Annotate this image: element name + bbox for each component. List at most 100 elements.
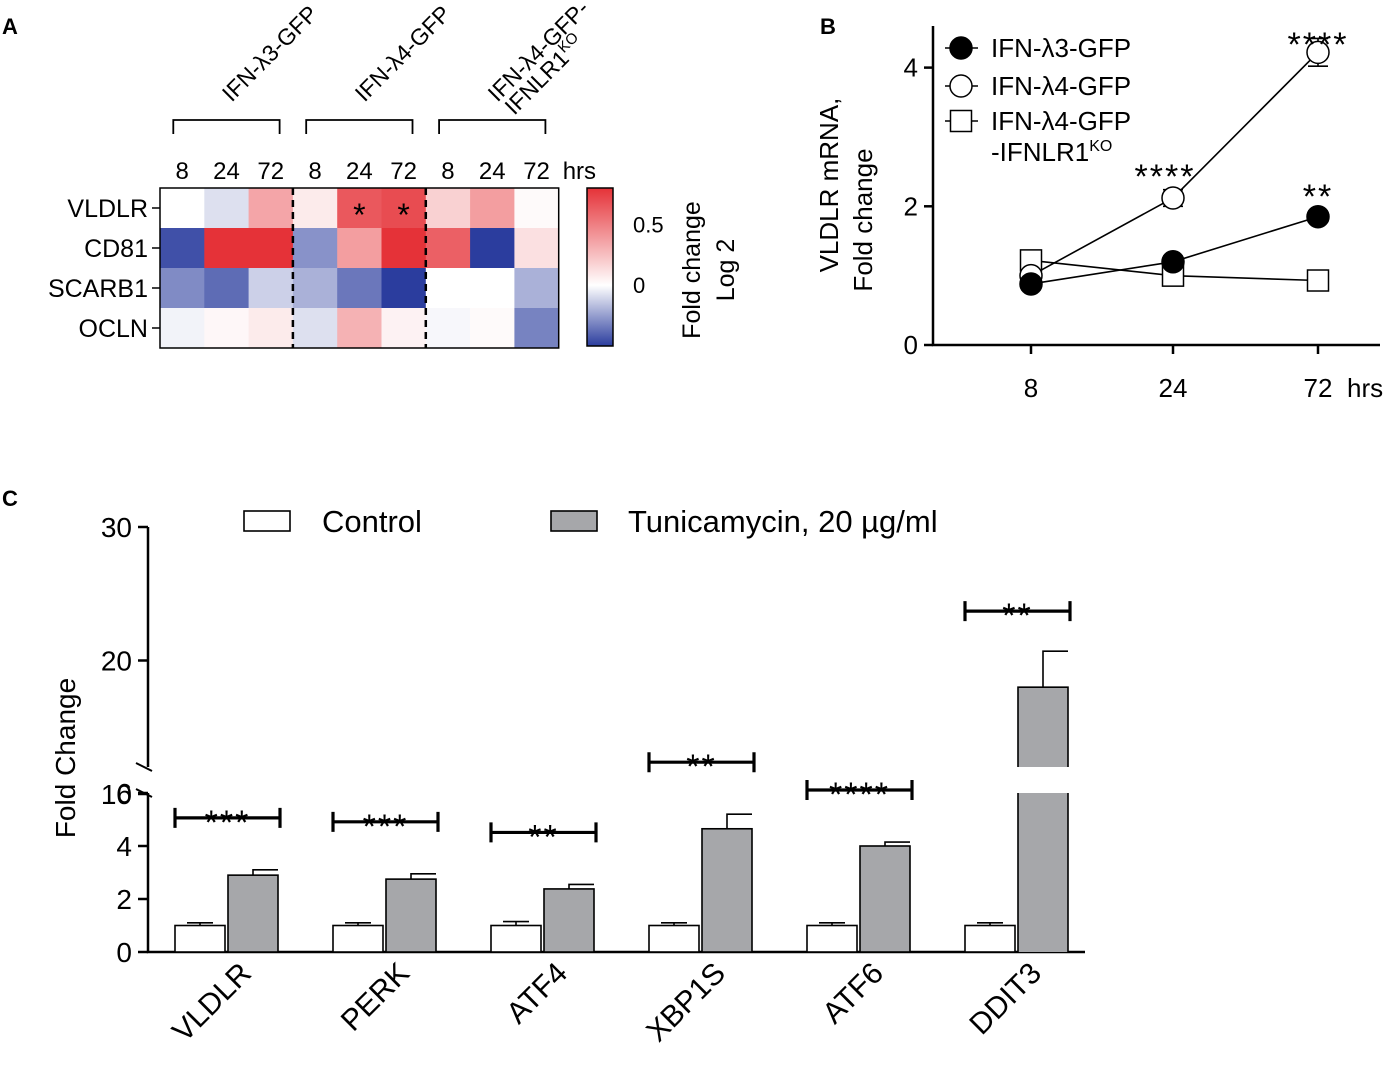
legend-label-line2: -IFNLR1KO [991,137,1112,167]
x-axis-tick-label: 24 [1159,373,1188,403]
y-axis-tick-label: 10 [101,779,132,810]
bar-treatment-upper [1018,687,1068,767]
y-axis-tick-label: 2 [116,884,132,915]
y-axis-tick-label: 20 [101,646,132,677]
heatmap-cell-r1-c4 [337,228,382,269]
heatmap-cell-r2-c8 [514,268,560,309]
heatmap-row-label: OCLN [79,315,148,343]
heatmap-cell-r0-c8 [514,188,560,229]
heatmap-col-label: 24 [479,158,506,185]
heatmap-cell-r3-c0 [160,308,205,349]
y-axis-tick-label: 0 [116,937,132,968]
legend-marker-filled-circle [949,36,973,60]
legend-label: IFN-λ4-GFP [991,71,1131,101]
y-axis-label-line2: Fold change [848,148,878,291]
bar-control [174,924,226,953]
heatmap-cell-r1-c7 [470,228,515,269]
heatmap-cell-r0-c3 [292,188,338,229]
significance-bracket [489,822,598,843]
significance-bracket [805,780,914,801]
significance-bracket [647,752,756,773]
y-axis-tick-label: 4 [904,53,918,83]
data-point-open-circle [1161,186,1185,210]
panel-letter-c: C [2,486,18,511]
x-axis-category-label: VLDLR [166,957,258,1049]
heatmap-cell-r1-c1 [204,228,250,269]
heatmap-cell-r3-c7 [470,308,515,349]
x-axis-unit: hrs [1347,373,1383,403]
legend-swatch-control [243,510,291,532]
heatmap-cell-r2-c4 [337,268,382,309]
heatmap-cell-r0-c5 [381,188,427,229]
heatmap-col-label: 72 [390,158,417,185]
significance-label: ** [528,818,558,856]
heatmap-cell-r2-c0 [160,268,205,309]
significance-label: **** [829,776,890,814]
heatmap-cell-r2-c6 [425,268,471,309]
heatmap-cell-r1-c2 [248,228,294,269]
legend-label-line2-text: -IFNLR1 [991,137,1089,167]
heatmap-cell-r2-c3 [292,268,338,309]
panel-letter-a: A [2,14,18,39]
legend-label-control: Control [322,504,422,539]
bar-chart-panel: 0 2 4 610 20 30 Fold Change *** VLDLR *** PERK ** AT… [50,504,1085,1048]
x-axis-category-label: ATF6 [816,957,890,1031]
significance-bracket [963,601,1072,622]
heatmap-col-unit: hrs [563,158,596,185]
heatmap-col-label: 72 [523,158,550,185]
y-axis-label-line1: VLDLR mRNA, [814,98,844,273]
significance-bracket [173,807,282,828]
heatmap-border [159,187,560,349]
heatmap-panel: VLDLR CD81 SCARB1 OCLN 8 24 72 8 24 72 8 24 72 hrs * * I… [48,0,740,349]
bar-treatment [859,845,911,953]
legend-label: IFN-λ3-GFP [991,33,1131,63]
legend-marker-open-square [949,109,973,133]
bar-control [332,924,384,953]
bar-control [648,924,700,953]
legend-label-superscript: KO [1089,138,1112,155]
heatmap-significance-star: * [397,197,409,233]
heatmap-cell-r3-c8 [514,308,560,349]
heatmap-cell-r1-c3 [292,228,338,269]
error-bar-control [345,922,371,926]
heatmap-cell-r1-c0 [160,228,205,269]
bar-treatment [701,827,753,953]
bar-control [490,924,542,953]
heatmap-cell-r3-c1 [204,308,250,349]
heatmap-cell-r2-c1 [204,268,250,309]
error-bar-treatment [726,813,752,829]
significance-label: ** [686,748,716,786]
data-point-open-square [1306,269,1330,292]
heatmap-col-label: 8 [308,158,321,185]
legend-marker-open-circle [949,74,973,98]
heatmap-cell-r0-c7 [470,188,515,229]
error-bar-treatment [252,869,278,876]
heatmap-col-label: 8 [175,158,188,185]
y-axis-tick-label: 2 [904,191,918,221]
heatmap-cell-r3-c4 [337,308,382,349]
panel-letter-b: B [820,14,836,39]
significance-label: ** [1002,597,1032,635]
y-axis-tick-label: 0 [904,330,918,360]
legend-swatch-treatment [550,510,598,532]
error-bar-treatment [884,841,910,846]
bar-treatment [227,874,279,953]
x-axis-tick-label: 8 [1024,373,1038,403]
heatmap-col-label: 24 [213,158,240,185]
heatmap-cell-r3-c3 [292,308,338,349]
y-axis-tick-label: 30 [101,512,132,543]
significance-label: **** [1135,158,1196,196]
significance-label: *** [205,804,251,842]
x-axis-category-label: PERK [335,957,416,1038]
y-axis-lower [146,793,1085,954]
colorbar-tick-label: 0 [633,273,645,298]
heatmap-cell-r1-c8 [514,228,560,269]
error-bar-treatment [410,873,436,880]
heatmap-group-label: IFN-λ3-GFP [217,0,323,106]
x-axis-tick-label: 72 [1304,373,1333,403]
heatmap-row-label: CD81 [84,235,148,263]
y-axis-label: Fold Change [50,678,81,838]
data-point-open-circle [1306,40,1330,65]
significance-bracket [331,811,440,832]
